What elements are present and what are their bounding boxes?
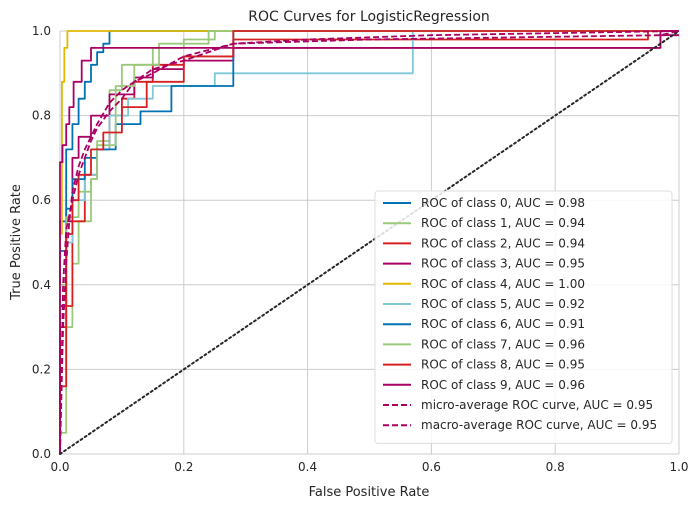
x-tick-label: 1.0 <box>669 460 688 474</box>
x-tick-label: 0.6 <box>422 460 441 474</box>
y-tick-label: 0.8 <box>32 109 51 123</box>
y-axis-label: True Positive Rate <box>9 184 24 301</box>
legend-entry: ROC of class 7, AUC = 0.96 <box>421 337 585 351</box>
chart-title: ROC Curves for LogisticRegression <box>248 9 490 25</box>
legend-entry: ROC of class 0, AUC = 0.98 <box>421 196 585 210</box>
roc-curve-7 <box>59 30 679 454</box>
x-tick-label: 0.0 <box>50 460 69 474</box>
x-axis-label: False Positive Rate <box>309 485 430 500</box>
legend-entry: micro-average ROC curve, AUC = 0.95 <box>421 398 653 412</box>
roc-curves <box>59 30 680 455</box>
x-tick-label: 0.4 <box>298 460 317 474</box>
chance-diagonal-line <box>59 30 680 455</box>
x-tick-label: 0.2 <box>174 460 193 474</box>
y-tick-label: 0.0 <box>32 447 51 461</box>
legend-entry: ROC of class 1, AUC = 0.94 <box>421 216 585 230</box>
roc-curve-9 <box>59 30 679 454</box>
y-tick-label: 0.6 <box>32 193 51 207</box>
legend-box <box>374 190 673 444</box>
legend-entry: ROC of class 6, AUC = 0.91 <box>421 317 585 331</box>
legend-entry: ROC of class 9, AUC = 0.96 <box>421 378 585 392</box>
roc-curve-0 <box>59 30 679 454</box>
tick-labels: 0.0 0.2 0.4 0.6 0.8 1.0 0.0 0.2 0.4 0.6 0.8 1.0 <box>32 24 689 474</box>
y-tick-label: 0.4 <box>32 278 51 292</box>
legend-entry: ROC of class 5, AUC = 0.92 <box>421 297 585 311</box>
legend-entry: ROC of class 4, AUC = 1.00 <box>421 277 585 291</box>
roc-curve-1 <box>59 30 679 454</box>
legend-entry: macro-average ROC curve, AUC = 0.95 <box>421 418 657 432</box>
y-tick-label: 0.2 <box>32 362 51 376</box>
y-tick-label: 1.0 <box>32 24 51 38</box>
legend-entry: ROC of class 2, AUC = 0.94 <box>421 236 585 250</box>
legend-entry: ROC of class 8, AUC = 0.95 <box>421 358 585 372</box>
roc-curve-11 <box>59 30 680 455</box>
legend-entry: ROC of class 3, AUC = 0.95 <box>421 257 585 271</box>
legend: ROC of class 0, AUC = 0.98 ROC of class 1… <box>374 190 673 444</box>
x-tick-label: 0.8 <box>546 460 565 474</box>
